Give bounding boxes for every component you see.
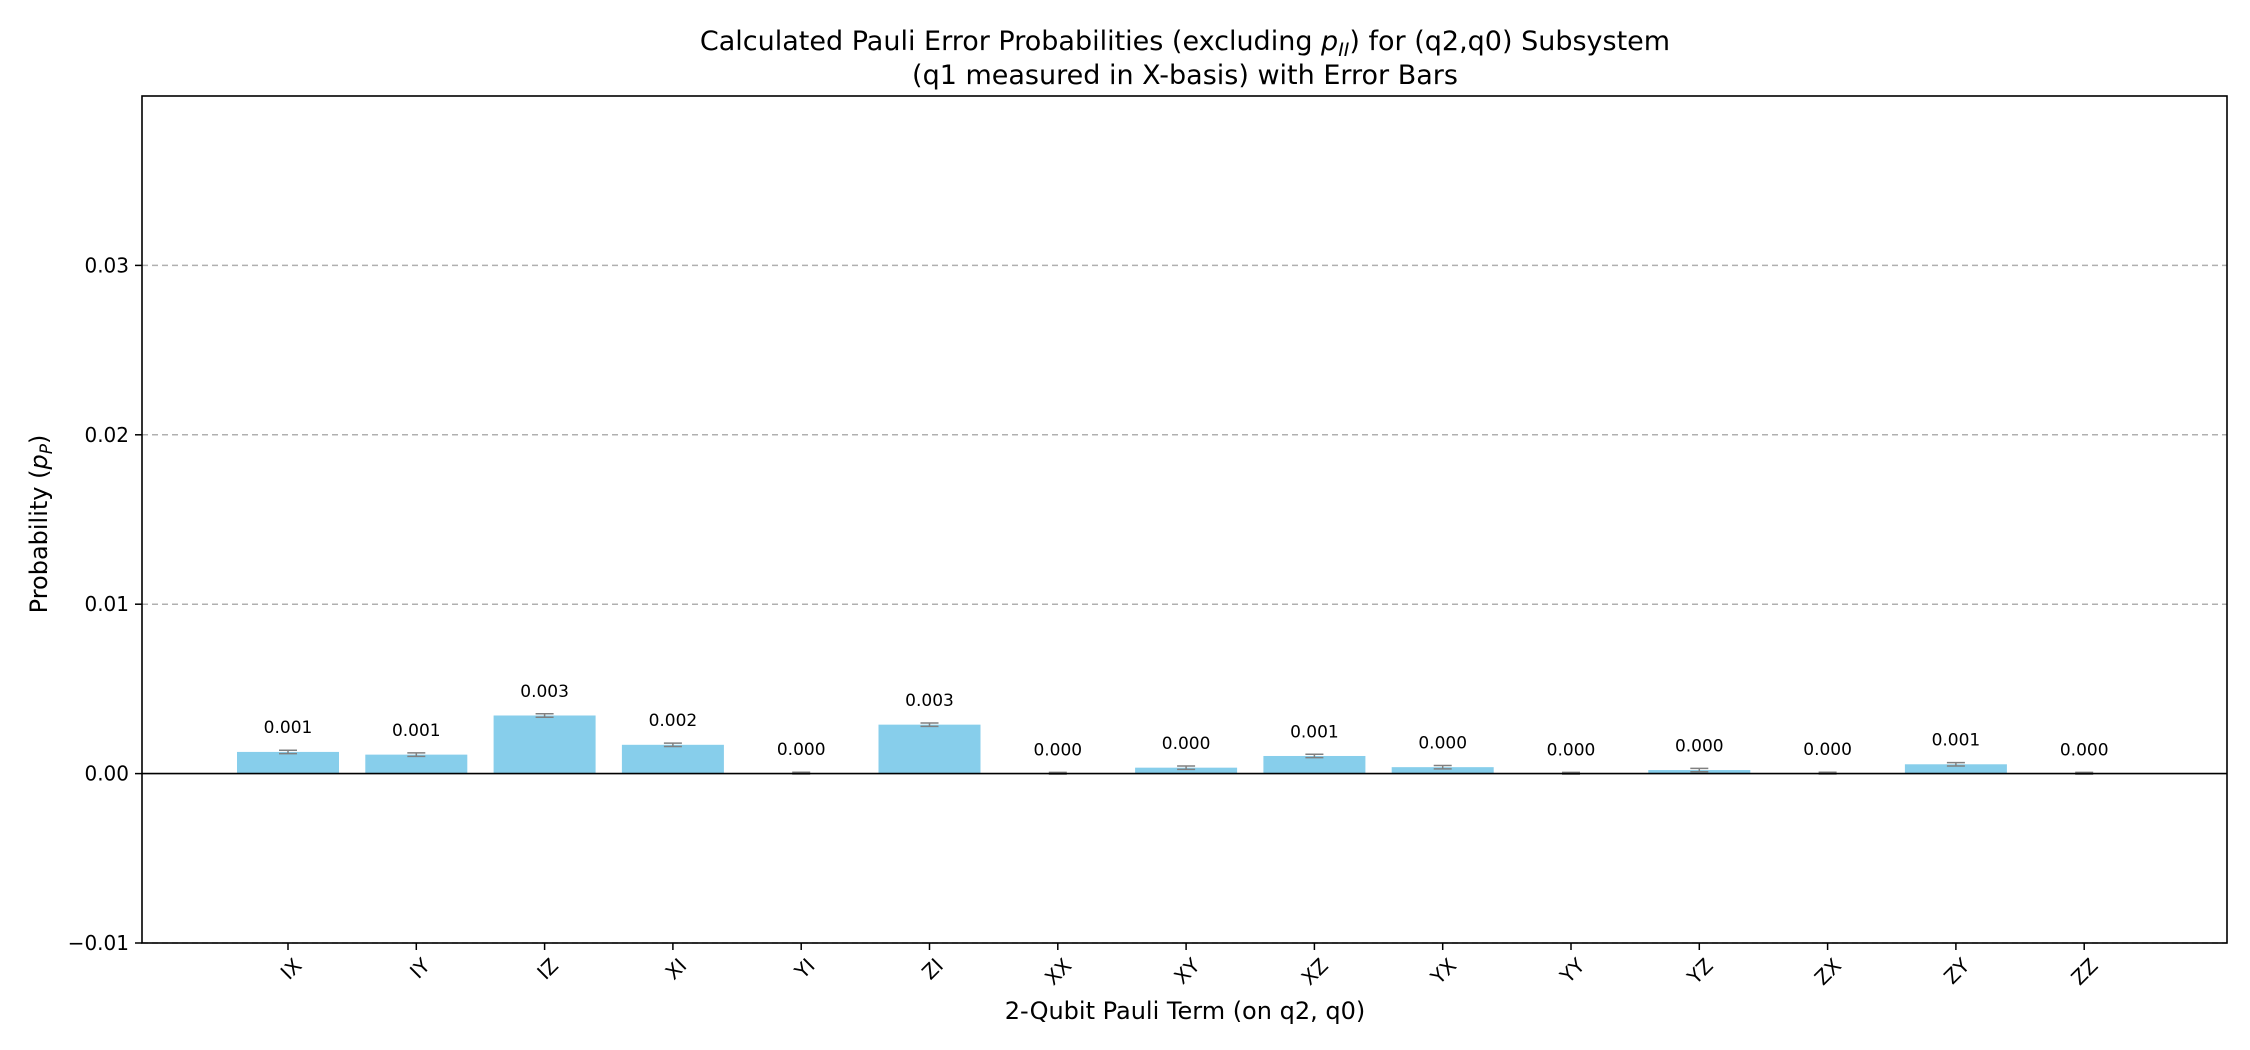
data-label: 0.001	[264, 718, 313, 738]
y-tick-label: 0.01	[84, 592, 129, 616]
x-tick-label: ZI	[917, 953, 948, 984]
bar-yx	[1391, 767, 1494, 774]
data-label: 0.001	[1290, 722, 1339, 742]
bars	[237, 715, 2136, 774]
x-tick-label: YZ	[1682, 953, 1718, 989]
data-labels: 0.001 0.001 0.003 0.002 0.000 0.003 0.000 0.000…	[264, 682, 2109, 761]
x-tick-label: XI	[660, 953, 691, 984]
y-tick-label: 0.03	[84, 253, 129, 277]
x-tick-label: XX	[1040, 953, 1077, 990]
chart-title-line1: Calculated Pauli Error Probabilities (ex…	[700, 26, 1670, 61]
x-tick-label: ZX	[1810, 953, 1847, 990]
x-axis-label: 2-Qubit Pauli Term (on q2, q0)	[1005, 997, 1365, 1025]
x-tick-label: IZ	[532, 953, 563, 984]
x-tick-label: ZZ	[2066, 953, 2102, 989]
bar-iy	[365, 754, 468, 774]
data-label: 0.000	[1418, 733, 1467, 753]
grid-lines	[142, 264, 2227, 944]
y-tick-label: −0.01	[68, 931, 129, 955]
data-label: 0.000	[2060, 740, 2109, 760]
x-tick-label: IY	[405, 953, 435, 983]
x-tick-label: ZY	[1939, 953, 1975, 989]
data-label: 0.000	[1033, 740, 1082, 760]
data-label: 0.000	[1162, 734, 1211, 754]
data-label: 0.000	[1547, 740, 1596, 760]
bar-xy	[1135, 767, 1238, 774]
y-axis-label: Probability (pP)	[25, 435, 57, 614]
data-label: 0.001	[1932, 731, 1981, 751]
x-tick-label: XZ	[1296, 953, 1332, 989]
data-label: 0.001	[392, 721, 441, 741]
chart-title-line2: (q1 measured in X-basis) with Error Bars	[912, 60, 1458, 91]
data-label: 0.003	[905, 691, 954, 711]
y-tick-label: 0.02	[84, 423, 129, 447]
bar-xi	[621, 744, 724, 774]
bar-zi	[878, 724, 981, 774]
x-tick-label: IX	[276, 953, 307, 984]
y-axis-ticks: −0.01 0.00 0.01 0.02 0.03	[68, 253, 142, 955]
bar-xz	[1263, 755, 1366, 774]
x-tick-label: YX	[1425, 953, 1461, 989]
data-label: 0.000	[777, 740, 826, 760]
x-tick-label: YI	[789, 953, 819, 983]
bar-iz	[493, 715, 596, 774]
x-tick-label: YY	[1554, 953, 1590, 989]
plot-frame	[141, 95, 2228, 944]
data-label: 0.002	[649, 711, 698, 731]
data-label: 0.000	[1803, 740, 1852, 760]
x-tick-label: XY	[1169, 953, 1205, 989]
data-label: 0.003	[520, 682, 569, 702]
bar-zy	[1904, 764, 2007, 774]
x-axis-ticks: IX IY IZ XI YI ZI XX XY XZ YX YY YZ ZX ZY ZZ	[276, 943, 2103, 990]
y-tick-label: 0.00	[84, 762, 129, 786]
data-label: 0.000	[1675, 736, 1724, 756]
bar-ix	[237, 751, 339, 774]
